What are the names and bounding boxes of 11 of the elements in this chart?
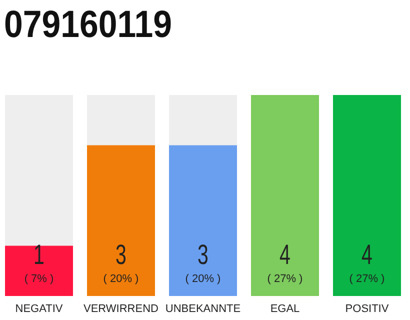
data-label: 3 ( 20% ) [103, 240, 139, 285]
x-tick-label: EGAL [270, 303, 300, 315]
data-label: 3 ( 20% ) [185, 240, 221, 285]
x-tick-label: POSITIV [345, 303, 390, 315]
chart-title: 079160119 [4, 4, 192, 46]
data-label: 4 ( 27% ) [267, 240, 303, 285]
x-tick-label: NEGATIV [15, 303, 64, 315]
data-label: 1 ( 7% ) [24, 240, 54, 285]
data-label: 4 ( 27% ) [349, 240, 385, 285]
x-tick-label: VERWIRREND [84, 303, 159, 315]
x-tick-label: UNBEKANNTE [165, 303, 241, 315]
